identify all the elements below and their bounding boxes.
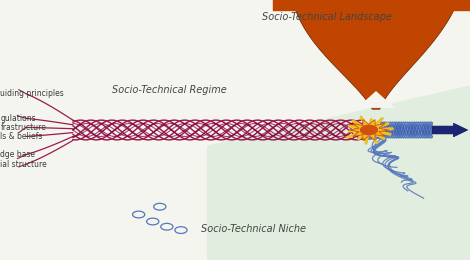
Text: dge base: dge base	[0, 150, 35, 159]
Text: gulations: gulations	[0, 114, 36, 123]
Text: Socio-Technical Niche: Socio-Technical Niche	[201, 224, 306, 234]
Polygon shape	[357, 91, 395, 108]
Text: frastructure: frastructure	[0, 123, 47, 132]
Text: Socio-Technical Landscape: Socio-Technical Landscape	[262, 12, 392, 22]
Polygon shape	[349, 120, 389, 140]
FancyArrow shape	[432, 123, 468, 137]
Text: ls & beliefs: ls & beliefs	[0, 132, 43, 141]
Circle shape	[360, 125, 377, 135]
Text: uiding principles: uiding principles	[0, 89, 64, 98]
Polygon shape	[291, 0, 461, 109]
Text: ial structure: ial structure	[0, 160, 47, 169]
Text: Socio-Technical Regime: Socio-Technical Regime	[112, 85, 227, 95]
Polygon shape	[207, 83, 470, 260]
